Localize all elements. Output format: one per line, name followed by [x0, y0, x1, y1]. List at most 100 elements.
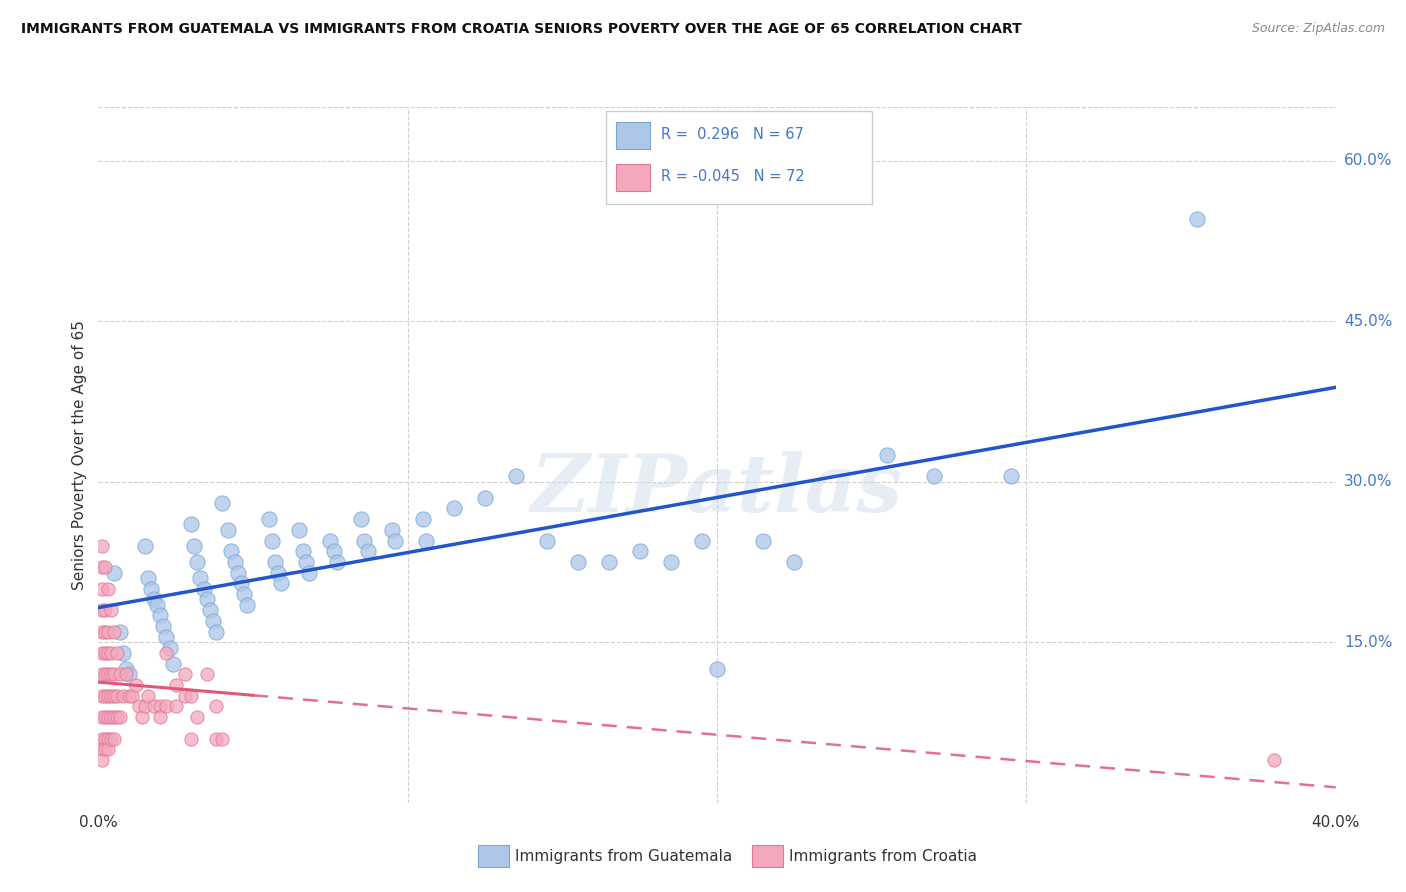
- Point: [97, 689, 120, 703]
- Point: [195, 592, 218, 607]
- Point: [226, 566, 249, 580]
- Point: [155, 646, 177, 660]
- Point: [131, 710, 153, 724]
- Point: [353, 533, 375, 548]
- Point: [149, 710, 172, 724]
- Point: [90, 742, 112, 756]
- Point: [536, 533, 558, 548]
- Y-axis label: Seniors Poverty Over the Age of 65: Seniors Poverty Over the Age of 65: [72, 320, 87, 590]
- Point: [257, 512, 280, 526]
- Point: [90, 710, 112, 724]
- Point: [205, 731, 228, 746]
- Point: [97, 742, 120, 756]
- Point: [100, 710, 122, 724]
- Point: [112, 689, 135, 703]
- Point: [876, 448, 898, 462]
- Point: [180, 731, 202, 746]
- Point: [93, 560, 115, 574]
- Point: [165, 699, 187, 714]
- Point: [128, 699, 150, 714]
- Point: [115, 662, 138, 676]
- Point: [108, 710, 131, 724]
- Point: [174, 689, 197, 703]
- Point: [100, 603, 122, 617]
- Point: [221, 544, 243, 558]
- Point: [100, 731, 122, 746]
- Point: [384, 533, 406, 548]
- Point: [659, 555, 682, 569]
- Point: [186, 710, 208, 724]
- Point: [263, 555, 285, 569]
- Text: 30.0%: 30.0%: [1344, 475, 1392, 489]
- Point: [93, 667, 115, 681]
- Point: [136, 689, 159, 703]
- Text: 15.0%: 15.0%: [1344, 635, 1392, 649]
- Point: [103, 624, 125, 639]
- Point: [134, 539, 156, 553]
- Point: [100, 689, 122, 703]
- Point: [224, 555, 246, 569]
- Point: [100, 646, 122, 660]
- Point: [322, 544, 344, 558]
- Point: [205, 624, 228, 639]
- Point: [783, 555, 806, 569]
- Text: Immigrants from Guatemala: Immigrants from Guatemala: [515, 849, 733, 863]
- Point: [190, 571, 212, 585]
- Point: [598, 555, 620, 569]
- Text: 45.0%: 45.0%: [1344, 314, 1392, 328]
- Point: [108, 624, 131, 639]
- Point: [149, 608, 172, 623]
- Point: [90, 582, 112, 596]
- Point: [152, 619, 174, 633]
- Point: [1185, 212, 1208, 227]
- Point: [186, 555, 208, 569]
- Point: [103, 731, 125, 746]
- Point: [195, 667, 218, 681]
- Point: [97, 582, 120, 596]
- Point: [381, 523, 404, 537]
- Point: [108, 667, 131, 681]
- Point: [162, 657, 184, 671]
- Point: [134, 699, 156, 714]
- Point: [201, 614, 224, 628]
- Point: [90, 624, 112, 639]
- Point: [690, 533, 713, 548]
- Text: 60.0%: 60.0%: [1344, 153, 1392, 168]
- Point: [232, 587, 254, 601]
- Point: [90, 753, 112, 767]
- Point: [211, 496, 233, 510]
- Point: [115, 667, 138, 681]
- Point: [155, 630, 177, 644]
- Point: [103, 710, 125, 724]
- Point: [90, 603, 112, 617]
- Point: [325, 555, 347, 569]
- Point: [90, 646, 112, 660]
- Point: [124, 678, 146, 692]
- Point: [180, 517, 202, 532]
- Point: [97, 646, 120, 660]
- Point: [146, 598, 169, 612]
- Point: [159, 640, 181, 655]
- Point: [706, 662, 728, 676]
- Point: [211, 731, 233, 746]
- Point: [121, 689, 143, 703]
- Point: [90, 689, 112, 703]
- Point: [93, 731, 115, 746]
- Point: [136, 571, 159, 585]
- Point: [90, 560, 112, 574]
- Point: [90, 667, 112, 681]
- Point: [103, 566, 125, 580]
- Point: [260, 533, 283, 548]
- Point: [288, 523, 311, 537]
- Point: [93, 689, 115, 703]
- Point: [298, 566, 321, 580]
- Text: Immigrants from Croatia: Immigrants from Croatia: [789, 849, 977, 863]
- Point: [267, 566, 290, 580]
- Point: [350, 512, 373, 526]
- Point: [93, 624, 115, 639]
- Point: [100, 667, 122, 681]
- Text: IMMIGRANTS FROM GUATEMALA VS IMMIGRANTS FROM CROATIA SENIORS POVERTY OVER THE AG: IMMIGRANTS FROM GUATEMALA VS IMMIGRANTS …: [21, 22, 1022, 37]
- Point: [97, 710, 120, 724]
- Point: [93, 646, 115, 660]
- Point: [415, 533, 437, 548]
